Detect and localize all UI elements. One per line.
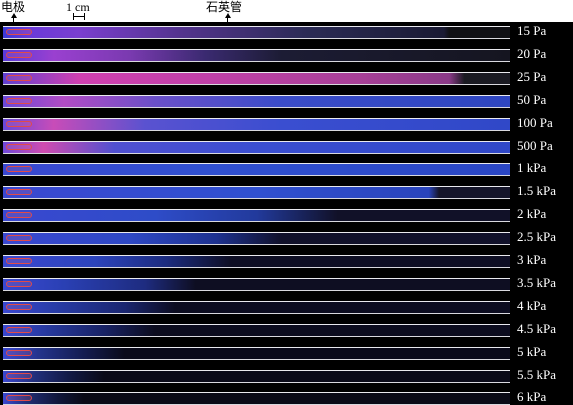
electrode: [6, 166, 32, 173]
pressure-label: 20 Pa: [517, 45, 547, 61]
electrode: [6, 326, 32, 333]
tube-row: 2 kPa: [0, 206, 573, 229]
pressure-label: 5 kPa: [517, 343, 547, 359]
electrode: [6, 29, 32, 35]
quartz-tube: [3, 346, 510, 360]
electrode: [6, 235, 32, 242]
right-edge: [570, 22, 573, 405]
tube-row: 4.5 kPa: [0, 321, 573, 344]
electrode-arrow-icon: [11, 13, 17, 18]
plasma-glow: [3, 27, 510, 38]
pressure-label: 25 Pa: [517, 68, 547, 84]
plasma-glow: [3, 210, 510, 222]
tube-row: 2.5 kPa: [0, 229, 573, 252]
quartz-tube: [3, 277, 510, 291]
quartz-tube-arrow-stem: [227, 17, 228, 23]
quartz-tube: [3, 26, 510, 39]
pressure-label: 100 Pa: [517, 114, 553, 130]
electrode: [6, 349, 32, 356]
scale-bar: [73, 13, 85, 20]
tube-row: 5.5 kPa: [0, 367, 573, 390]
tube-row: 5 kPa: [0, 344, 573, 367]
electrode-arrow-stem: [13, 17, 14, 23]
quartz-tube-label: 石英管: [206, 0, 243, 14]
electrode: [6, 395, 32, 402]
electrode: [6, 74, 32, 81]
electrode: [6, 143, 32, 150]
electrode-label: 电极: [1, 0, 26, 14]
plasma-glow: [3, 370, 510, 382]
pressure-label: 500 Pa: [517, 137, 553, 153]
quartz-tube: [3, 163, 510, 177]
plasma-glow: [3, 164, 510, 176]
tube-row: 500 Pa: [0, 138, 573, 161]
quartz-tube: [3, 71, 510, 85]
quartz-tube: [3, 232, 510, 246]
plasma-glow: [3, 72, 510, 84]
quartz-tube: [3, 48, 510, 62]
electrode: [6, 258, 32, 264]
quartz-tube: [3, 255, 510, 268]
plasma-glow: [3, 278, 510, 290]
plasma-glow: [3, 301, 510, 313]
pressure-label: 4.5 kPa: [517, 320, 556, 336]
tube-row: 15 Pa: [0, 23, 573, 46]
tube-row: 3 kPa: [0, 252, 573, 275]
plasma-glow: [3, 393, 510, 405]
pressure-label: 2 kPa: [517, 206, 547, 222]
plasma-glow: [3, 256, 510, 267]
electrode: [6, 372, 32, 379]
plasma-glow: [3, 324, 510, 336]
pressure-label: 5.5 kPa: [517, 366, 556, 382]
electrode: [6, 212, 32, 219]
pressure-label: 3.5 kPa: [517, 274, 556, 290]
electrode: [6, 51, 32, 58]
figure-header: 电极 1 cm 石英管: [0, 0, 573, 23]
scale-label: 1 cm: [66, 0, 90, 14]
tube-row: 4 kPa: [0, 298, 573, 321]
electrode: [6, 280, 32, 287]
electrode: [6, 97, 32, 104]
tube-row: 3.5 kPa: [0, 275, 573, 298]
pressure-label: 50 Pa: [517, 91, 547, 107]
plasma-glow: [3, 233, 510, 245]
quartz-tube: [3, 209, 510, 223]
tube-row: 6 kPa: [0, 389, 573, 405]
quartz-tube: [3, 323, 510, 337]
pressure-label: 1.5 kPa: [517, 183, 556, 199]
plasma-glow: [3, 95, 510, 107]
tube-row: 1.5 kPa: [0, 183, 573, 206]
pressure-label: 4 kPa: [517, 297, 547, 313]
tube-row: 1 kPa: [0, 160, 573, 183]
plasma-glow: [3, 347, 510, 359]
plasma-glow: [3, 187, 510, 199]
quartz-tube: [3, 300, 510, 314]
pressure-label: 2.5 kPa: [517, 229, 556, 245]
tube-row: 100 Pa: [0, 115, 573, 138]
plasma-glow: [3, 49, 510, 61]
electrode: [6, 303, 32, 310]
quartz-tube: [3, 369, 510, 383]
plasma-glow: [3, 118, 510, 130]
plasma-glow: [3, 141, 510, 153]
tube-row: 25 Pa: [0, 69, 573, 92]
quartz-tube: [3, 140, 510, 154]
quartz-tube: [3, 186, 510, 200]
quartz-tube: [3, 117, 510, 131]
pressure-label: 3 kPa: [517, 252, 547, 267]
electrode: [6, 189, 32, 196]
pressure-label: 6 kPa: [517, 389, 547, 405]
pressure-label: 15 Pa: [517, 23, 547, 38]
quartz-tube: [3, 94, 510, 108]
electrode: [6, 120, 32, 127]
tube-row: 50 Pa: [0, 92, 573, 115]
pressure-label: 1 kPa: [517, 160, 547, 176]
quartz-tube-arrow-icon: [225, 13, 231, 18]
tube-row: 20 Pa: [0, 46, 573, 69]
quartz-tube: [3, 392, 510, 405]
